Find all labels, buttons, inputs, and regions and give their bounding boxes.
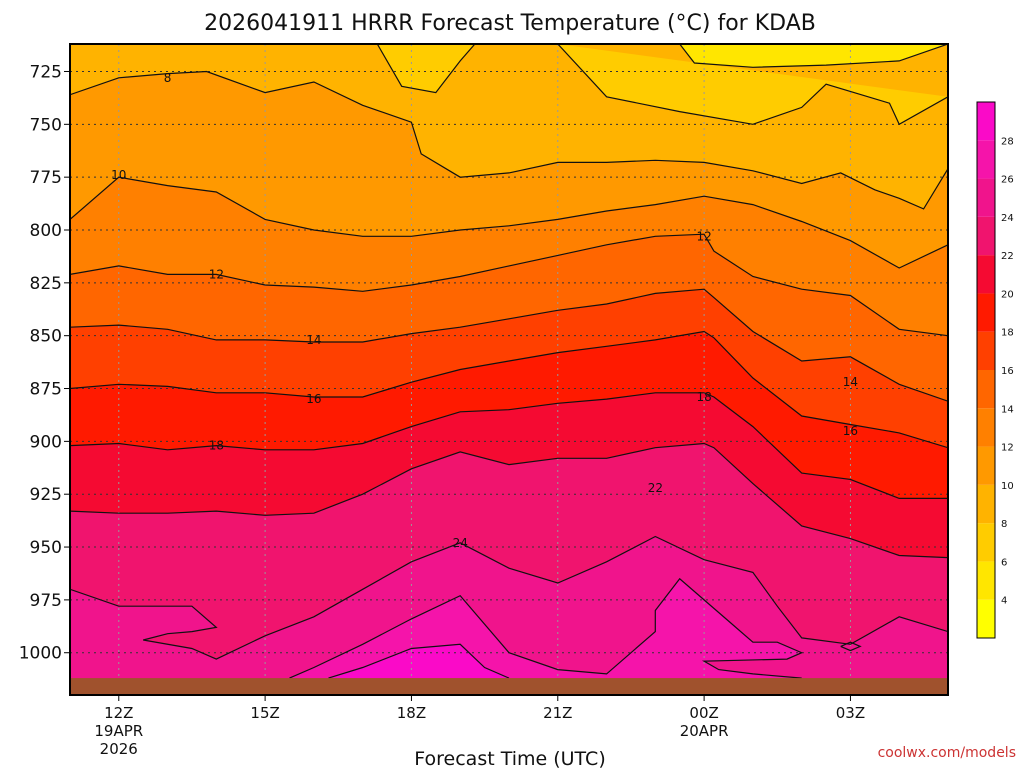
isotherm-layer bbox=[70, 44, 948, 679]
isotherm-8-3 bbox=[70, 70, 948, 210]
colorbar-tick-28: 28 bbox=[1001, 136, 1014, 147]
y-tick-label-725: 725 bbox=[30, 62, 62, 82]
colorbar-tick-6: 6 bbox=[1001, 557, 1007, 568]
isotherm-18-8 bbox=[70, 392, 948, 499]
contour-label-2: 12 bbox=[209, 267, 224, 281]
colorbar-swatch-14 bbox=[977, 370, 995, 409]
ground-surface bbox=[70, 678, 948, 695]
fill-band-3 bbox=[70, 234, 948, 402]
colorbar-tick-10: 10 bbox=[1001, 481, 1014, 492]
colorbar-tick-26: 26 bbox=[1001, 175, 1014, 186]
colorbar: 4 6 8 10 12 14 16 18 20 22 24 26 28 bbox=[976, 101, 1014, 639]
fill-closed-0 bbox=[377, 44, 475, 93]
temperature-fill-layer bbox=[70, 44, 948, 695]
fill-band-4 bbox=[70, 289, 948, 448]
isotherm-12-5 bbox=[70, 233, 948, 337]
y-tick-label-750: 750 bbox=[30, 115, 62, 135]
fill-closed-1 bbox=[557, 44, 948, 125]
y-tick-label-925: 925 bbox=[30, 485, 62, 505]
contour-label-11: 24 bbox=[453, 536, 468, 550]
y-tick-label-800: 800 bbox=[30, 221, 62, 241]
colorbar-swatch-2 bbox=[977, 599, 995, 638]
isotherm-20-9 bbox=[70, 442, 948, 559]
y-tick-label-825: 825 bbox=[30, 274, 62, 294]
colorbar-swatch-16 bbox=[977, 331, 995, 370]
colorbar-frame bbox=[976, 101, 996, 639]
credit-text[interactable]: coolwx.com/models bbox=[878, 745, 1016, 761]
x-tick-label-00Z: 00Z bbox=[689, 704, 718, 722]
colorbar-swatch-26 bbox=[977, 140, 995, 179]
contour-label-10: 22 bbox=[648, 481, 663, 495]
isotherm-6-0 bbox=[376, 44, 476, 94]
x-tick-label-18Z: 18Z bbox=[397, 704, 426, 722]
fill-band-1 bbox=[70, 71, 948, 268]
contour-label-1: 10 bbox=[111, 168, 126, 182]
colorbar-swatch-22 bbox=[977, 216, 995, 256]
colorbar-tick-20: 20 bbox=[1001, 289, 1014, 300]
contour-label-4: 14 bbox=[306, 333, 321, 347]
x-tick-label-15Z: 15Z bbox=[250, 704, 279, 722]
colorbar-swatch-6 bbox=[977, 523, 995, 562]
isotherm-14-6 bbox=[70, 288, 948, 402]
plot-frame bbox=[69, 43, 949, 696]
contour-label-8: 18 bbox=[209, 439, 224, 453]
x-tick-year-12Z: 2026 bbox=[100, 740, 138, 758]
colorbar-swatch-20 bbox=[977, 255, 995, 294]
isotherm-24-11 bbox=[289, 577, 804, 679]
isotherm-26-12 bbox=[328, 643, 510, 679]
y-axis: 725 750 775 800 825 850 875 900 925 950 975 1000 bbox=[19, 62, 70, 664]
y-tick-label-900: 900 bbox=[30, 432, 62, 452]
contour-label-0: 8 bbox=[164, 71, 172, 85]
colorbar-tick-18: 18 bbox=[1001, 328, 1014, 339]
y-tick-label-775: 775 bbox=[30, 168, 62, 188]
y-tick-label-875: 875 bbox=[30, 380, 62, 400]
x-tick-label-03Z: 03Z bbox=[836, 704, 865, 722]
x-tick-date-12Z: 19APR bbox=[94, 722, 143, 740]
contour-label-5: 14 bbox=[843, 375, 858, 389]
isotherm-6-2 bbox=[557, 44, 948, 126]
colorbar-tick-8: 8 bbox=[1001, 519, 1007, 530]
x-axis-label: Forecast Time (UTC) bbox=[414, 748, 605, 768]
colorbar-tick-12: 12 bbox=[1001, 443, 1014, 454]
y-tick-label-850: 850 bbox=[30, 327, 62, 347]
colorbar-tick-14: 14 bbox=[1001, 404, 1014, 415]
y-tick-label-975: 975 bbox=[30, 591, 62, 611]
colorbar-swatch-28 bbox=[977, 102, 995, 141]
contour-label-3: 12 bbox=[696, 229, 711, 243]
contour-label-9: 18 bbox=[696, 390, 711, 404]
colorbar-swatch-10 bbox=[977, 446, 995, 485]
contour-label-7: 16 bbox=[843, 424, 858, 438]
x-tick-label-12Z: 12Z bbox=[104, 704, 133, 722]
isotherm-22-10 bbox=[70, 535, 948, 660]
colorbar-swatch-8 bbox=[977, 484, 995, 524]
isotherm-16-7 bbox=[70, 330, 948, 449]
isotherm-10-4 bbox=[70, 176, 948, 269]
chart-title: 2026041911 HRRR Forecast Temperature (°C… bbox=[204, 11, 816, 36]
colorbar-tick-16: 16 bbox=[1001, 366, 1014, 377]
fill-band-6 bbox=[70, 392, 948, 558]
fill-band-7 bbox=[70, 443, 948, 660]
y-tick-label-950: 950 bbox=[30, 538, 62, 558]
colorbar-tick-22: 22 bbox=[1001, 251, 1014, 262]
x-tick-date-00Z: 20APR bbox=[680, 722, 729, 740]
colorbar-tick-4: 4 bbox=[1001, 596, 1007, 607]
contour-label-6: 16 bbox=[306, 392, 321, 406]
y-tick-label-1000: 1000 bbox=[19, 644, 62, 664]
contour-label-layer: 8 10 12 12 14 14 16 16 18 18 22 24 bbox=[111, 71, 858, 550]
x-tick-label-21Z: 21Z bbox=[543, 704, 572, 722]
colorbar-swatch-4 bbox=[977, 561, 995, 600]
colorbar-swatch-24 bbox=[977, 178, 995, 217]
fill-band-2 bbox=[70, 177, 948, 336]
colorbar-swatch-18 bbox=[977, 293, 995, 332]
fill-closed-4 bbox=[328, 644, 509, 679]
colorbar-swatch-12 bbox=[977, 408, 995, 447]
colorbar-tick-24: 24 bbox=[1001, 213, 1014, 224]
fill-band-5 bbox=[70, 331, 948, 499]
grid-lines bbox=[70, 44, 948, 695]
isotherm-4-1 bbox=[679, 44, 948, 68]
isotherm-22-13 bbox=[840, 641, 862, 652]
